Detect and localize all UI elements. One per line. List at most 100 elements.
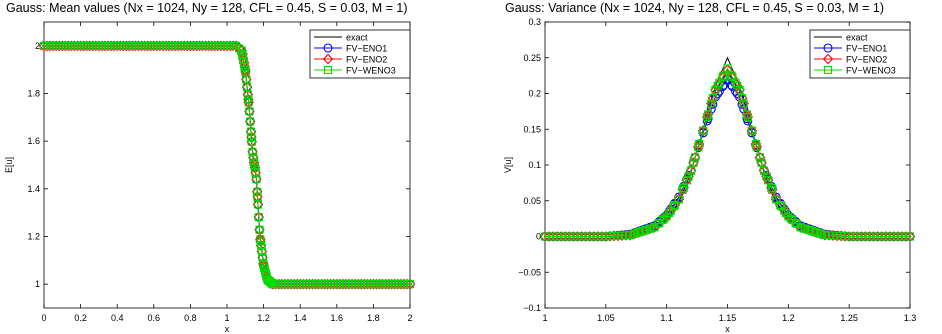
data-point <box>873 232 882 241</box>
data-point <box>238 50 247 59</box>
x-tick-label: 1 <box>224 313 229 323</box>
data-point <box>669 202 679 211</box>
data-point <box>609 231 618 241</box>
legend-marker <box>323 43 333 53</box>
data-point <box>577 232 586 241</box>
data-point <box>597 232 606 241</box>
data-point <box>694 142 703 151</box>
data-point <box>630 229 640 238</box>
data-point <box>897 232 906 241</box>
data-point <box>665 208 674 218</box>
legend-marker <box>322 53 334 65</box>
data-point <box>735 85 744 94</box>
data-point <box>581 232 590 241</box>
data-point <box>781 208 790 218</box>
data-point <box>626 231 635 240</box>
data-point <box>733 81 742 90</box>
data-point <box>256 235 265 244</box>
x-tick-label: 1.15 <box>719 313 737 323</box>
data-point <box>727 71 736 80</box>
data-point <box>707 99 716 108</box>
data-point <box>881 232 890 241</box>
chart-title: Gauss: Variance (Nx = 1024, Ny = 128, CF… <box>505 1 884 15</box>
data-point <box>885 232 894 241</box>
x-tick-label: 0 <box>41 313 46 323</box>
data-point <box>755 153 764 162</box>
data-point <box>241 67 250 76</box>
data-point <box>593 232 602 241</box>
data-point <box>266 278 275 287</box>
y-tick-label: 0.2 <box>528 89 541 99</box>
x-tick-label: 1.6 <box>331 313 344 323</box>
data-point <box>257 247 266 256</box>
x-tick-label: 1.25 <box>840 313 858 323</box>
legend-label: FV−WENO3 <box>846 66 896 76</box>
data-point <box>708 94 717 103</box>
data-point <box>751 139 760 149</box>
data-point <box>815 229 825 238</box>
data-point <box>674 195 683 204</box>
data-point <box>845 232 854 241</box>
data-point <box>767 183 776 192</box>
chart-1: Gauss: Mean values (Nx = 1024, Ny = 128,… <box>4 1 416 334</box>
data-point <box>832 231 842 240</box>
data-point <box>253 200 263 209</box>
x-tick-label: 1.4 <box>294 313 307 323</box>
data-point <box>905 232 915 241</box>
data-point <box>250 158 259 167</box>
x-tick-label: 0.6 <box>148 313 161 323</box>
x-tick-label: 1.2 <box>782 313 795 323</box>
data-point <box>820 231 829 240</box>
data-point <box>837 231 846 241</box>
data-point <box>713 81 722 90</box>
legend-marker <box>823 43 833 53</box>
x-tick-label: 1.3 <box>904 313 917 323</box>
data-point <box>703 113 712 122</box>
y-tick-label: 2 <box>35 41 40 51</box>
data-point <box>791 218 800 227</box>
data-point <box>613 231 623 240</box>
x-tick-label: 0.2 <box>74 313 87 323</box>
series-fv-weno3 <box>39 41 415 289</box>
chart-2: Gauss: Variance (Nx = 1024, Ny = 128, CF… <box>503 1 916 334</box>
x-axis-label: x <box>225 324 230 334</box>
data-point <box>801 224 810 233</box>
data-point <box>545 232 554 241</box>
data-point <box>757 158 766 167</box>
data-point <box>249 153 258 162</box>
data-point <box>242 75 251 84</box>
data-point <box>806 226 815 235</box>
data-point <box>772 195 781 204</box>
data-point <box>711 85 720 94</box>
data-point <box>699 126 708 135</box>
y-tick-label: 1 <box>35 279 40 289</box>
data-point <box>257 241 266 250</box>
y-tick-label: 1.8 <box>27 89 40 99</box>
data-point <box>253 187 262 196</box>
data-point <box>841 232 850 241</box>
data-point <box>889 232 898 241</box>
data-point <box>239 58 249 67</box>
data-point <box>243 83 252 92</box>
data-point <box>247 133 256 142</box>
series-line <box>545 67 910 237</box>
data-point <box>747 126 756 135</box>
data-point <box>719 71 728 80</box>
data-point <box>601 232 610 241</box>
data-point <box>549 232 558 241</box>
legend-marker <box>823 65 833 75</box>
data-point <box>776 200 785 210</box>
data-point <box>618 231 627 240</box>
y-tick-label: 0.3 <box>528 17 541 27</box>
data-point <box>589 232 598 241</box>
data-point <box>645 224 654 233</box>
data-point <box>650 223 659 232</box>
data-point <box>405 280 415 289</box>
data-point <box>853 232 862 241</box>
data-point <box>857 232 866 241</box>
y-tick-label: 0.25 <box>523 53 541 63</box>
data-point <box>561 232 570 241</box>
data-point <box>738 94 747 103</box>
data-point <box>573 232 582 241</box>
